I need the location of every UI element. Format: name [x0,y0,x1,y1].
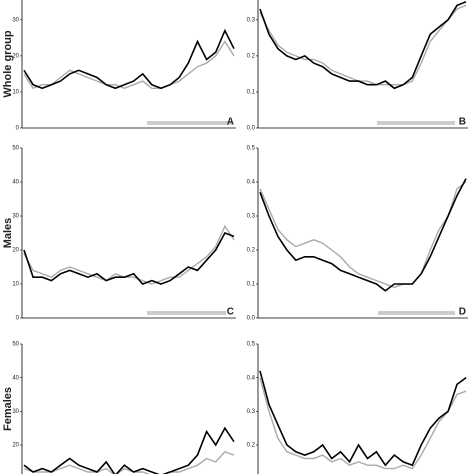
series-line [259,181,467,289]
y-tick-label: 30 [12,214,19,220]
series-line [23,450,235,474]
series-line [259,178,467,292]
panel-label: C [227,307,234,318]
y-tick-label: 0.5 [247,146,256,152]
y-tick-label: 0.3 [247,214,256,220]
y-tick-label: 0.3 [247,17,256,23]
shaded-period [147,121,232,125]
panel-label: A [227,117,234,128]
y-tick-label: 10 [12,282,19,288]
y-tick-label: 0.5 [247,342,256,348]
y-tick-label: 0.4 [247,180,256,186]
y-tick-label: 20 [12,443,19,449]
y-tick-label: 0.3 [247,409,256,415]
panel-label: D [459,307,466,318]
y-tick-label: 0.1 [247,282,256,288]
y-tick-label: 30 [12,17,19,23]
shaded-period [147,311,226,315]
y-tick-label: 40 [12,375,19,381]
series-line [259,370,467,467]
series-line [259,377,467,470]
row-label: Males [2,218,14,249]
series-line [259,1,467,90]
y-tick-label: 0.1 [247,90,256,96]
row-label: Females [2,387,14,431]
y-tick-label: 0.2 [247,53,256,59]
y-tick-label: 0.2 [247,248,256,254]
y-tick-label: 30 [12,409,19,415]
y-tick-label: 20 [12,248,19,254]
y-tick-label: 0 [16,316,20,322]
series-line [23,224,235,285]
shaded-period [378,311,455,315]
row-label: Whole group [2,30,14,97]
series-line [259,4,467,86]
series-line [23,426,235,474]
series-line [23,232,235,285]
y-tick-label: 0 [16,126,20,132]
shaded-period [377,121,455,125]
y-tick-label: 20 [12,53,19,59]
y-tick-label: 10 [12,90,19,96]
y-tick-label: 0.4 [247,375,256,381]
y-tick-label: 40 [12,180,19,186]
panel-label: B [459,117,466,128]
y-tick-label: 50 [12,146,19,152]
y-tick-label: 0.0 [247,316,256,322]
series-line [23,40,235,90]
y-tick-label: 50 [12,342,19,348]
series-line [23,28,235,90]
y-tick-label: 0.0 [247,126,256,132]
y-tick-label: 0.2 [247,443,256,449]
